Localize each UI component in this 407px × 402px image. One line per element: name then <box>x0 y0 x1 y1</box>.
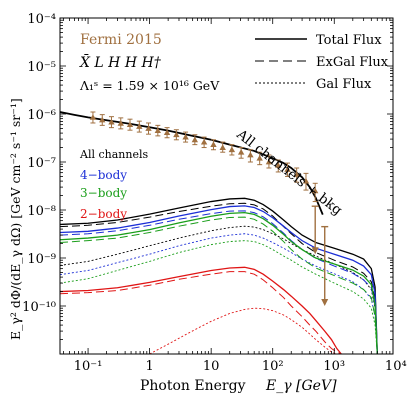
fermi-point <box>275 162 282 168</box>
fermi-point <box>126 121 134 128</box>
y-tick-label: 10⁻⁹ <box>27 252 56 267</box>
upper-limit-arrowhead <box>321 299 329 306</box>
fermi-point <box>154 127 162 134</box>
fermi-point <box>311 187 319 194</box>
channel-label-3body: 3−body <box>80 186 127 200</box>
series-curve-10 <box>60 271 342 354</box>
fermi-point <box>237 149 245 155</box>
fermi-point <box>256 154 263 161</box>
series-curve-1 <box>60 202 378 354</box>
x-tick-label: 10 <box>203 359 220 374</box>
x-axis-symbol: E_γ [GeV] <box>265 378 337 394</box>
y-tick-label: 10⁻⁴ <box>27 12 56 27</box>
series-curve-7 <box>60 216 378 354</box>
y-tick-label: 10⁻⁸ <box>27 204 56 219</box>
fermi-point <box>136 123 143 129</box>
fermi-point <box>265 158 273 165</box>
flux-curves <box>60 197 378 354</box>
fermi-point <box>302 177 310 184</box>
legend-label-exgal: ExGal Flux <box>316 55 389 70</box>
fermi-point <box>117 120 124 126</box>
series-curve-11 <box>149 307 342 354</box>
channel-labels: All channels 4−body 3−body 2−body <box>79 148 148 221</box>
fermi-point <box>99 116 106 123</box>
fermi-point <box>89 114 97 120</box>
parameter-label: Λ₁ˢ = 1.59 × 10¹⁶ GeV <box>79 78 220 93</box>
fermi-point <box>163 129 171 135</box>
y-tick-label: 10⁻⁷ <box>27 156 56 171</box>
x-tick-label: 10⁻¹ <box>74 359 103 374</box>
data-source-label: Fermi 2015 <box>80 32 162 48</box>
series-curve-5 <box>60 233 378 354</box>
series-curve-3 <box>60 205 378 354</box>
series-curve-4 <box>60 210 378 354</box>
fermi-point <box>228 146 236 153</box>
x-tick-label: 1 <box>145 359 153 374</box>
model-label: X̄ L H H H† <box>79 53 162 71</box>
series-curve-0 <box>60 197 378 354</box>
fermi-point <box>108 118 115 125</box>
fermi-point <box>210 141 217 148</box>
y-tick-label: 10⁻⁶ <box>27 108 56 123</box>
fermi-point <box>247 151 254 158</box>
fermi-point <box>293 171 300 177</box>
channel-label-2body: 2−body <box>80 207 127 221</box>
channel-label-4body: 4−body <box>80 168 127 182</box>
fermi-point <box>200 138 208 145</box>
y-axis-label: E_γ² dΦ/(dE_γ dΩ) [GeV cm⁻² s⁻¹ sr⁻¹] <box>8 98 23 340</box>
plot-background <box>60 18 393 354</box>
y-tick-label: 10⁻⁵ <box>27 60 56 75</box>
y-tick-label: 10⁻¹⁰ <box>22 300 56 315</box>
x-tick-label: 10² <box>262 359 284 374</box>
x-tick-label: 10⁴ <box>385 359 407 374</box>
plot-frame <box>59 17 394 355</box>
legend-label-total: Total Flux <box>316 33 382 48</box>
upper-limit-arrows <box>311 205 329 306</box>
x-axis-label: Photon Energy <box>140 378 246 394</box>
legend: Total Flux ExGal Flux Gal Flux <box>255 33 389 92</box>
fermi-data-points <box>89 111 319 203</box>
upper-limit-arrowhead <box>311 247 319 255</box>
fermi-point <box>191 136 199 143</box>
fermi-point <box>182 133 189 140</box>
axis-ticks: 10⁻¹ 1 10 10² 10³ 10⁴ 10⁻⁴ 10⁻⁵ 10⁻⁶ 10⁻⁷ 10⁻⁸ 10⁻⁹… <box>22 12 407 374</box>
series-curve-9 <box>60 266 342 354</box>
fermi-point <box>145 125 152 131</box>
channel-label-all: All channels <box>79 148 148 161</box>
x-tick-label: 10³ <box>323 359 345 374</box>
legend-label-gal: Gal Flux <box>316 77 372 92</box>
series-curve-6 <box>60 212 378 354</box>
fermi-point <box>173 131 180 138</box>
series-curve-2 <box>60 225 378 354</box>
fermi-point <box>284 166 291 172</box>
fermi-point <box>219 144 226 150</box>
